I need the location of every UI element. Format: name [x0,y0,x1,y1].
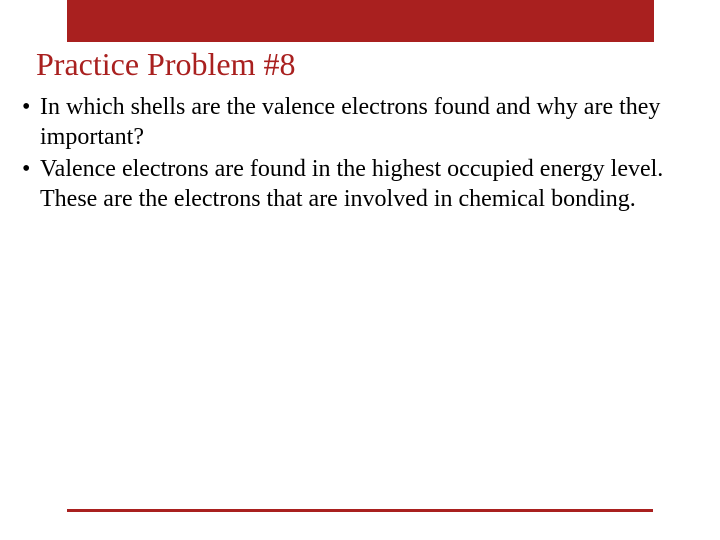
header-accent-bar [67,0,654,42]
slide-body: • In which shells are the valence electr… [22,92,698,216]
footer-rule [67,509,653,512]
bullet-text: Valence electrons are found in the highe… [40,154,698,214]
bullet-text: In which shells are the valence electron… [40,92,698,152]
slide-title: Practice Problem #8 [36,46,295,83]
bullet-marker: • [22,154,40,184]
bullet-marker: • [22,92,40,122]
bullet-item: • In which shells are the valence electr… [22,92,698,152]
bullet-item: • Valence electrons are found in the hig… [22,154,698,214]
